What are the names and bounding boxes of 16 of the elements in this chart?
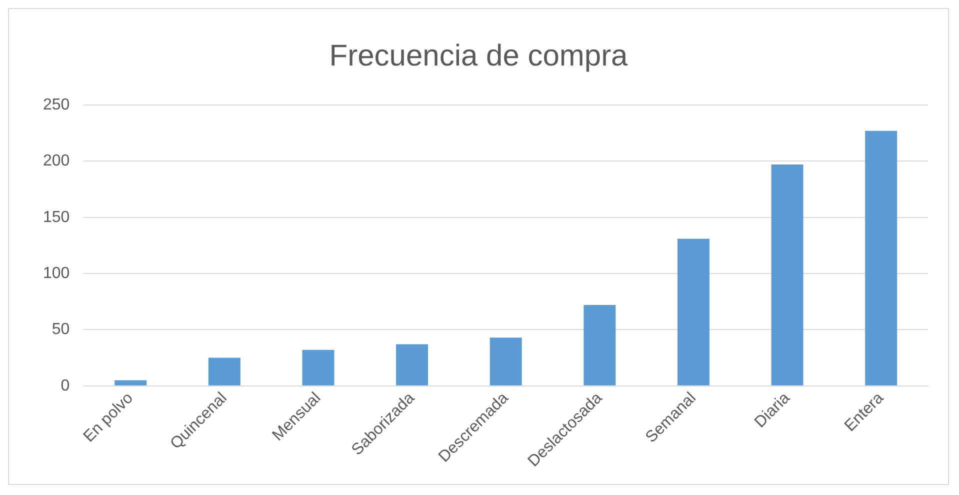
bar — [396, 344, 428, 386]
bar — [302, 350, 334, 386]
y-tick-label: 250 — [42, 96, 70, 114]
y-tick-label: 0 — [60, 377, 70, 394]
bar — [865, 130, 898, 386]
bar — [114, 380, 147, 386]
y-tick-label: 50 — [52, 321, 70, 338]
bar — [771, 164, 804, 386]
y-tick-label: 100 — [42, 264, 70, 282]
y-tick-label: 150 — [42, 208, 70, 226]
bar — [677, 238, 710, 386]
bar — [584, 304, 616, 386]
bar — [490, 338, 522, 386]
chart-title: Frecuencia de compra — [329, 39, 628, 72]
y-tick-label: 200 — [42, 152, 70, 170]
bar — [208, 358, 240, 386]
